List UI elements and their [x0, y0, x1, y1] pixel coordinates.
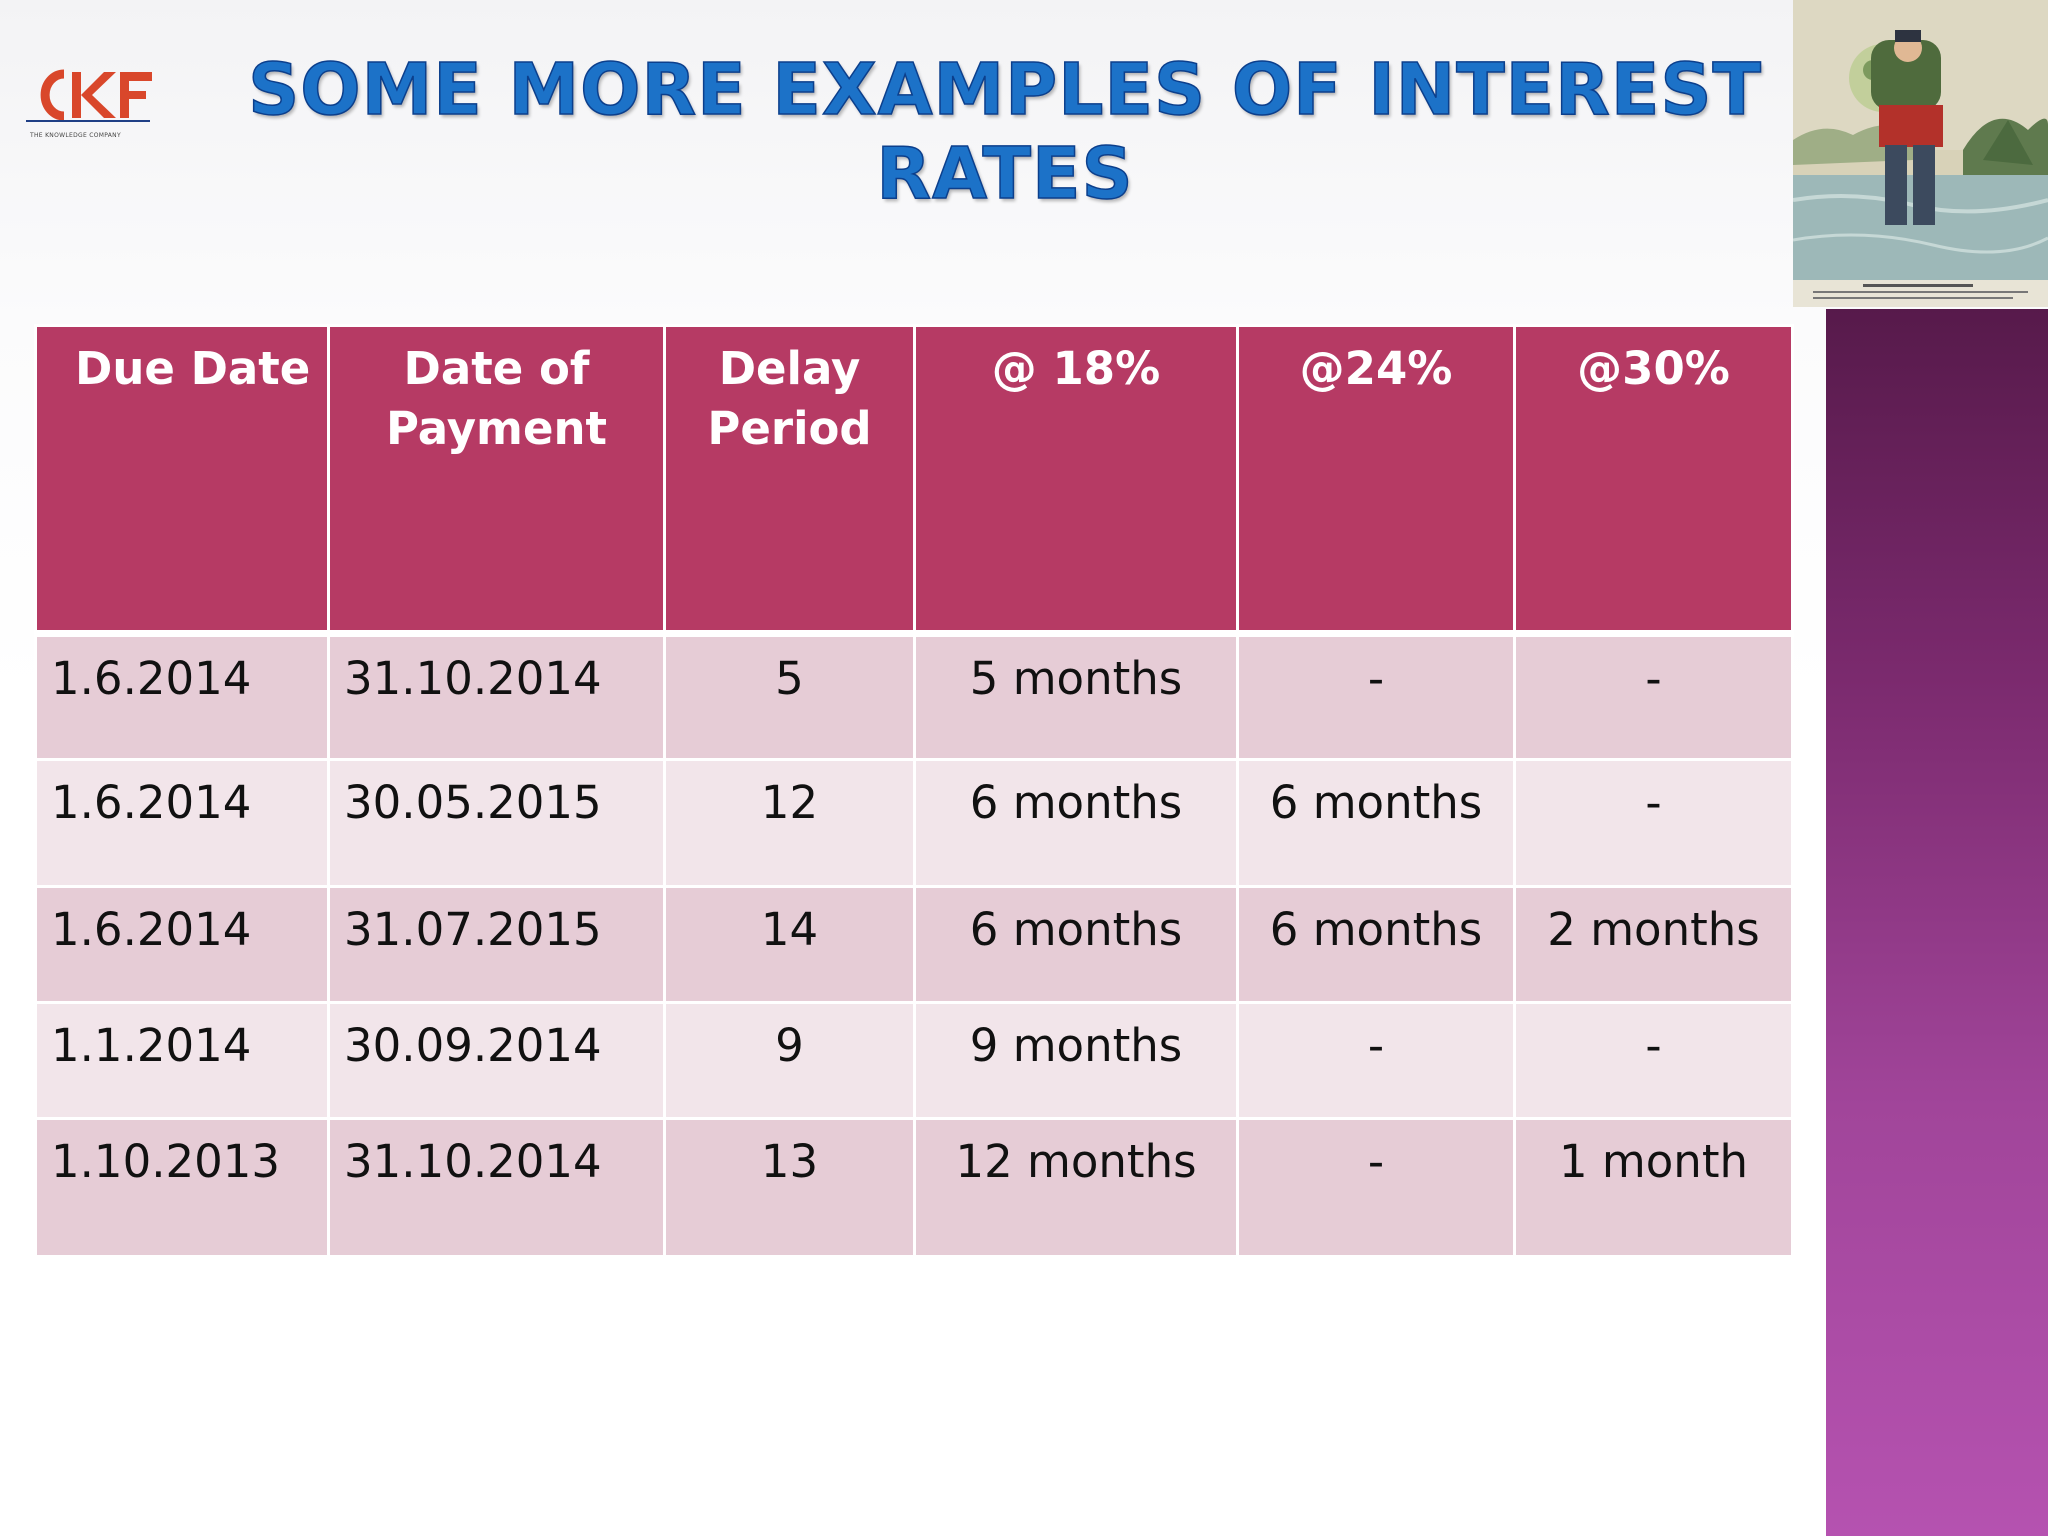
- header-rate-30: @30%: [1513, 324, 1794, 635]
- table-row: 1.1.2014 30.09.2014 9 9 months - -: [34, 1001, 1794, 1120]
- header-rate-18: @ 18%: [913, 324, 1239, 635]
- cell-rate-24: 6 months: [1236, 758, 1516, 888]
- cell-date-of-payment: 30.05.2015: [327, 758, 666, 888]
- cell-rate-24: -: [1236, 1117, 1516, 1258]
- cell-delay-period: 5: [663, 632, 916, 761]
- cell-rate-30: -: [1513, 632, 1794, 761]
- company-logo: THE KNOWLEDGE COMPANY: [24, 66, 154, 146]
- table-row: 1.6.2014 31.10.2014 5 5 months - -: [34, 632, 1794, 761]
- header-date-of-payment: Date of Payment: [327, 324, 666, 635]
- table-header-row: Due Date Date of Payment Delay Period @ …: [34, 324, 1794, 635]
- header-delay-period: Delay Period: [663, 324, 916, 635]
- cell-delay-period: 13: [663, 1117, 916, 1258]
- cell-rate-18: 6 months: [913, 885, 1239, 1004]
- interest-rate-table: Due Date Date of Payment Delay Period @ …: [34, 324, 1794, 1258]
- cell-rate-18: 9 months: [913, 1001, 1239, 1120]
- cell-rate-24: -: [1236, 632, 1516, 761]
- cell-date-of-payment: 31.10.2014: [327, 1117, 666, 1258]
- header-rate-24: @24%: [1236, 324, 1516, 635]
- cell-date-of-payment: 31.07.2015: [327, 885, 666, 1004]
- table-row: 1.6.2014 31.07.2015 14 6 months 6 months…: [34, 885, 1794, 1004]
- cell-rate-30: 1 month: [1513, 1117, 1794, 1258]
- cell-due-date: 1.6.2014: [34, 885, 330, 1004]
- cell-delay-period: 12: [663, 758, 916, 888]
- table-row: 1.6.2014 30.05.2015 12 6 months 6 months…: [34, 758, 1794, 888]
- slide-title: Some more examples of interest rates: [247, 47, 1762, 216]
- cell-rate-30: 2 months: [1513, 885, 1794, 1004]
- table-row: 1.10.2013 31.10.2014 13 12 months - 1 mo…: [34, 1117, 1794, 1258]
- cell-delay-period: 9: [663, 1001, 916, 1120]
- cell-rate-18: 6 months: [913, 758, 1239, 888]
- header-due-date: Due Date: [34, 324, 330, 635]
- cell-date-of-payment: 30.09.2014: [327, 1001, 666, 1120]
- cell-rate-18: 12 months: [913, 1117, 1239, 1258]
- cell-rate-24: 6 months: [1236, 885, 1516, 1004]
- cell-due-date: 1.1.2014: [34, 1001, 330, 1120]
- cell-rate-30: -: [1513, 1001, 1794, 1120]
- ckf-logo-icon: [26, 69, 152, 122]
- logo-tagline: THE KNOWLEDGE COMPANY: [30, 132, 121, 139]
- decorative-side-bar: [1826, 309, 2048, 1536]
- cell-due-date: 1.6.2014: [34, 758, 330, 888]
- cell-due-date: 1.10.2013: [34, 1117, 330, 1258]
- cell-rate-24: -: [1236, 1001, 1516, 1120]
- cell-delay-period: 14: [663, 885, 916, 1004]
- cell-due-date: 1.6.2014: [34, 632, 330, 761]
- cell-date-of-payment: 31.10.2014: [327, 632, 666, 761]
- vintage-illustration-icon: [1793, 0, 2048, 307]
- cell-rate-18: 5 months: [913, 632, 1239, 761]
- cell-rate-30: -: [1513, 758, 1794, 888]
